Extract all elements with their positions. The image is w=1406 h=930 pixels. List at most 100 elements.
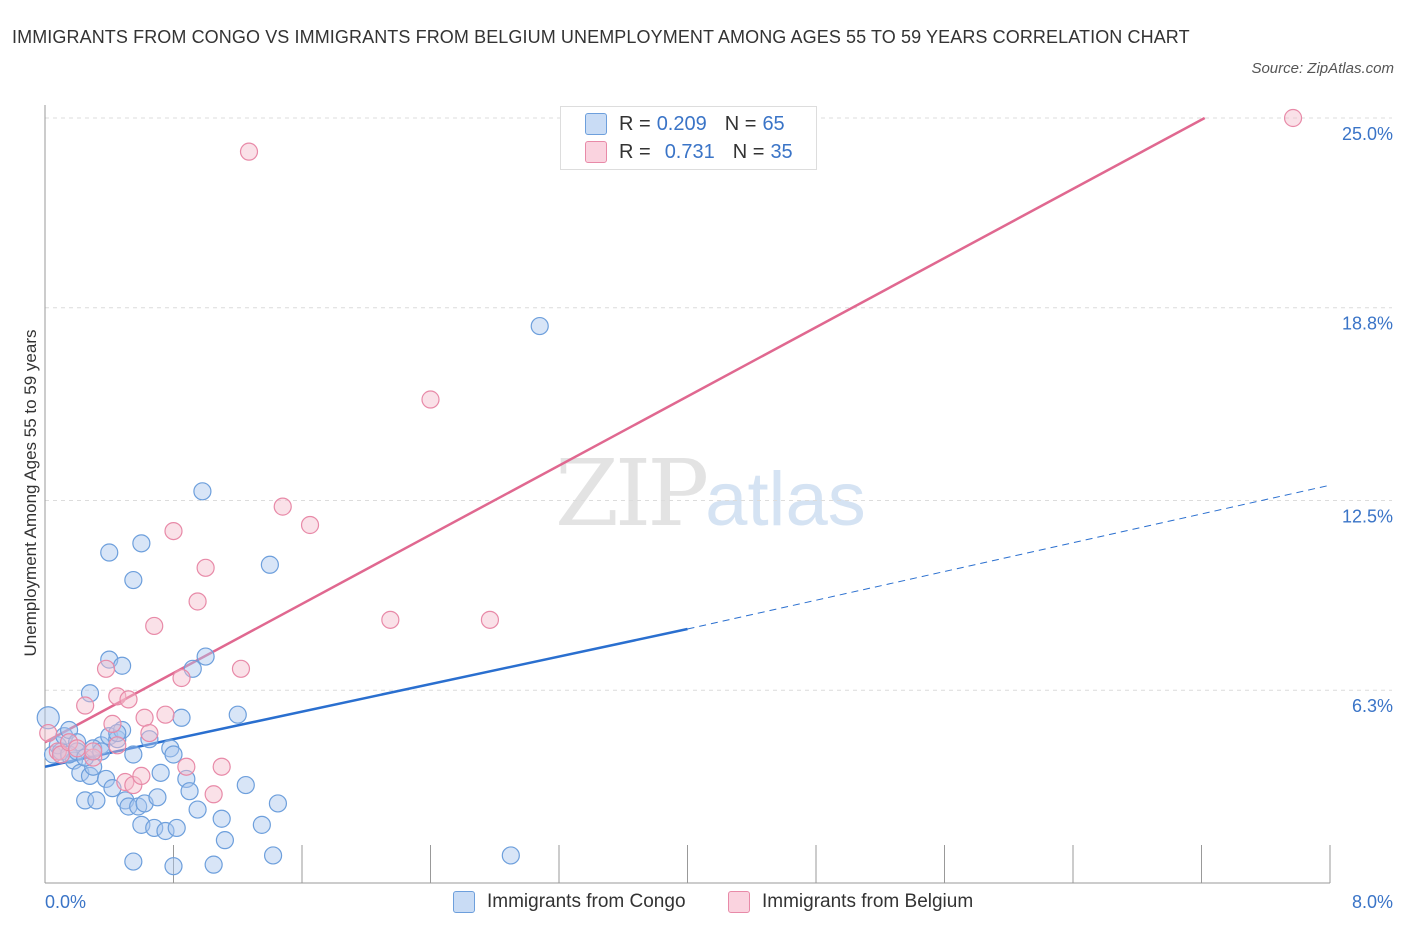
congo-point — [268, 794, 288, 813]
correlation-legend: R = 0.209 N = 65 R = 0.731 N = 35 — [560, 106, 817, 170]
congo-point — [164, 857, 183, 876]
congo-point — [252, 815, 271, 834]
congo-point — [204, 855, 223, 874]
belgium-point — [231, 659, 251, 678]
belgium-point — [156, 705, 175, 724]
congo-point — [215, 831, 234, 850]
legend-row-congo: R = 0.209 N = 65 — [585, 112, 785, 136]
congo-point — [236, 775, 255, 795]
belgium-point — [108, 736, 127, 755]
trend-lines — [44, 116, 1331, 768]
congo-point — [132, 534, 151, 553]
belgium-point — [273, 497, 292, 516]
legend-n-value: 35 — [770, 140, 793, 163]
congo-point — [172, 708, 191, 727]
legend-n-label: N = — [732, 140, 765, 163]
bottom-legend-belgium: Immigrants from Belgium — [728, 889, 973, 915]
belgium-point — [421, 390, 440, 409]
congo-point — [228, 705, 247, 724]
grid-lines — [45, 117, 1392, 691]
bottom-legend-swatch-belgium — [728, 891, 750, 913]
belgium-point — [188, 592, 207, 611]
congo-point — [112, 656, 132, 675]
watermark-atlas: atlas — [705, 457, 866, 542]
congo-point — [263, 846, 283, 865]
belgium-trend-line — [44, 116, 1206, 744]
chart-title: IMMIGRANTS FROM CONGO VS IMMIGRANTS FROM… — [12, 27, 1190, 47]
congo-point — [124, 570, 143, 590]
congo-point — [145, 818, 164, 838]
x-tick-label: 8.0% — [1352, 892, 1393, 912]
congo-point — [530, 316, 549, 336]
legend-swatch-belgium — [585, 141, 607, 163]
belgium-point — [132, 766, 151, 786]
bottom-legend-label-belgium: Immigrants from Belgium — [762, 891, 974, 912]
belgium-point — [68, 739, 87, 758]
legend-r-label: R = — [619, 112, 651, 135]
congo-trend-line — [44, 627, 688, 768]
congo-point — [196, 647, 215, 666]
congo-point — [164, 745, 183, 764]
congo-point — [188, 800, 207, 819]
belgium-point — [39, 723, 58, 743]
belgium-point — [84, 748, 103, 767]
legend-row-belgium: R = 0.731 N = 35 — [585, 140, 793, 164]
legend-r-label: R = — [619, 140, 651, 163]
data-points — [36, 108, 1303, 876]
congo-point — [140, 730, 159, 749]
congo-point — [148, 788, 167, 807]
congo-point — [501, 846, 520, 865]
belgium-point — [135, 708, 154, 727]
belgium-point — [204, 785, 223, 804]
congo-point — [180, 782, 199, 801]
congo-point — [36, 706, 60, 730]
source-label: Source: ZipAtlas.com — [1251, 60, 1394, 77]
congo-point — [167, 818, 186, 838]
y-tick-label: 25.0% — [1342, 124, 1393, 144]
belgium-point — [381, 610, 400, 629]
congo-point — [156, 821, 175, 841]
belgium-point — [300, 515, 320, 535]
belgium-point — [212, 757, 231, 776]
legend-r-value: 0.731 — [664, 140, 715, 163]
belgium-point — [1283, 108, 1303, 128]
belgium-point — [108, 687, 127, 706]
congo-point — [151, 763, 170, 782]
belgium-point — [164, 521, 183, 541]
y-tick-label: 6.3% — [1352, 696, 1393, 716]
belgium-point — [480, 610, 500, 629]
belgium-point — [96, 659, 116, 678]
congo-point — [87, 791, 106, 810]
congo-point — [260, 555, 279, 574]
legend-r-value: 0.209 — [656, 112, 707, 135]
belgium-point — [196, 558, 215, 577]
congo-point — [124, 745, 143, 764]
x-tick-label: 0.0% — [45, 892, 86, 912]
belgium-point — [84, 742, 103, 761]
belgium-point — [140, 723, 159, 743]
bottom-legend-swatch-congo — [453, 891, 475, 913]
bottom-legend-label-congo: Immigrants from Congo — [487, 891, 686, 912]
belgium-point — [119, 690, 138, 709]
legend-n-label: N = — [724, 112, 757, 135]
bottom-legend-congo: Immigrants from Congo — [453, 889, 686, 915]
congo-point — [193, 482, 212, 501]
congo-point — [124, 852, 143, 871]
congo-point — [100, 543, 119, 562]
belgium-point — [177, 757, 196, 776]
watermark: ZIPatlas — [555, 440, 866, 547]
belgium-point — [145, 616, 164, 636]
belgium-point — [76, 696, 95, 715]
congo-trend-extension — [687, 484, 1331, 630]
y-tick-label: 12.5% — [1342, 507, 1393, 527]
congo-point — [212, 809, 231, 828]
tick-labels: 6.3% 12.5% 18.8% 25.0% 0.0% 8.0% — [45, 124, 1393, 912]
axes — [44, 105, 1331, 884]
watermark-zip: ZIP — [555, 440, 709, 547]
belgium-point — [103, 714, 122, 733]
y-tick-label: 18.8% — [1342, 314, 1393, 334]
congo-point — [96, 769, 116, 789]
legend-swatch-congo — [585, 113, 607, 135]
belgium-point — [239, 142, 259, 161]
